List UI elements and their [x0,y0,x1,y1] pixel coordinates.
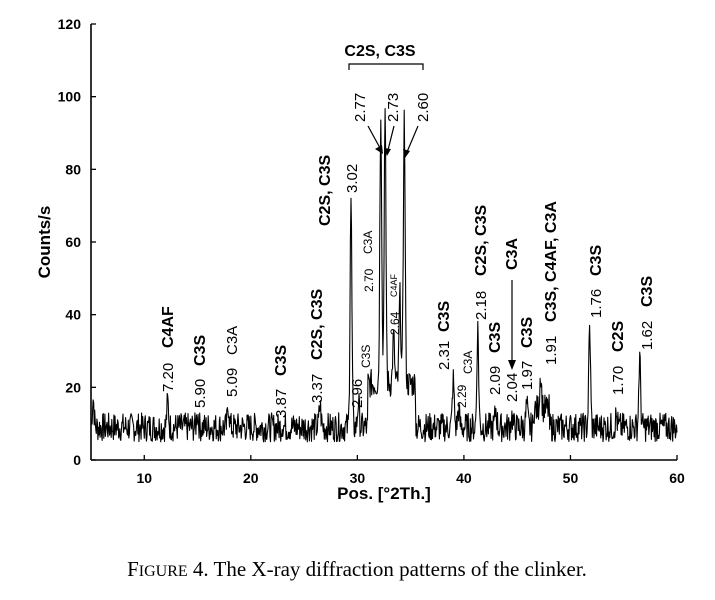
x-tick-label: 20 [243,470,259,486]
annotation-phase-720: C4AF [160,306,177,348]
arrowhead-260 [403,149,410,158]
annotation-d-270: 2.70 [362,268,376,292]
annotation-d-204: 2.04 [504,373,521,402]
diffraction-trace [90,108,678,443]
arrowhead-273 [384,148,391,156]
annotation-d-191: 1.91 [543,336,560,365]
annotation-d-176: 1.76 [588,289,605,318]
annotation-phase-590: C3S [192,335,209,366]
annotation-d-170: 1.70 [610,366,627,395]
plot-area: 10 20 30 40 50 60 0 20 40 60 80 100 120 [58,16,685,486]
annotation-phase-270: C3A [361,231,375,254]
x-axis-title: Pos. [°2Th.] [337,484,431,503]
annotation-d-337: 3.37 [309,374,326,403]
y-tick-label: 0 [73,452,81,468]
annotation-d-231: 2.31 [436,341,453,370]
annotation-phase-162: C3S [639,276,656,307]
annotation-phase-218: C2S, C3S [473,205,490,276]
annotation-d-273: 2.73 [385,93,402,122]
annotation-phase-176: C3S [588,245,605,276]
y-tick-label: 60 [65,234,81,250]
annotation-d-277: 2.77 [352,93,369,122]
annotation-phase-229: C3A [461,351,475,374]
y-axis-title: Counts/s [35,206,54,279]
annotation-phase-204: C3A [504,238,521,270]
annotation-d-302: 3.02 [344,164,361,193]
annotation-phase-296: C3S [359,345,373,368]
annotation-phase-231: C3S [436,301,453,332]
annotation-d-162: 1.62 [639,321,656,350]
annotation-d-387: 3.87 [273,389,290,418]
x-tick-label: 60 [669,470,685,486]
x-tick-label: 40 [456,470,472,486]
annotation-d-509: 5.09 [224,368,241,397]
annotation-phase-264: C4AF [389,273,399,297]
x-ticks: 10 20 30 40 50 60 [136,455,685,486]
caption-text: 4. The X-ray diffraction patterns of the… [188,557,587,581]
x-tick-label: 30 [350,470,366,486]
arrowhead-277 [375,145,383,154]
annotation-phase-170: C2S [610,321,627,352]
annotation-d-260: 2.60 [415,93,432,122]
annotation-phase-191: C3S, C4AF, C3A [543,201,560,322]
annotation-d-197: 1.97 [519,361,536,390]
caption-label-rest: IGURE [139,563,188,580]
y-tick-label: 20 [65,379,81,395]
annotation-phase-387: C3S [273,345,290,376]
annotation-phase-197: C3S [519,317,536,348]
y-ticks: 0 20 40 60 80 100 120 [58,16,96,468]
annotation-d-229: 2.29 [455,384,469,408]
annotation-bracket-label: C2S, C3S [344,43,415,60]
x-tick-label: 10 [136,470,152,486]
caption-label-first: F [127,557,139,581]
annotation-d-264: 2.64 [388,311,402,335]
annotation-d-218: 2.18 [473,291,490,320]
bracket [348,63,424,70]
arrow-260 [406,125,419,153]
arrow-277 [367,125,381,149]
annotation-d-296: 2.96 [349,379,366,408]
annotation-d-720: 7.20 [160,363,177,392]
figure-caption: FIGURE 4. The X-ray diffraction patterns… [127,557,587,581]
annotation-phase-337: C2S, C3S [309,289,326,360]
annotation-phase-302: C2S, C3S [317,155,334,226]
x-tick-label: 50 [563,470,579,486]
annotation-phase-209: C3S [487,322,504,353]
y-tick-label: 40 [65,307,81,323]
y-tick-label: 80 [65,161,81,177]
peak-annotations: 7.20 C4AF 5.90 C3S 5.09 C3A 3.87 C3S 3.3… [160,43,656,418]
y-tick-label: 120 [58,16,82,32]
annotation-d-590: 5.90 [192,379,209,408]
annotation-phase-509: C3A [224,326,241,355]
annotation-d-209: 2.09 [487,366,504,395]
arrow-273 [387,125,395,151]
y-tick-label: 100 [58,89,82,105]
arrowhead-204 [508,360,516,370]
